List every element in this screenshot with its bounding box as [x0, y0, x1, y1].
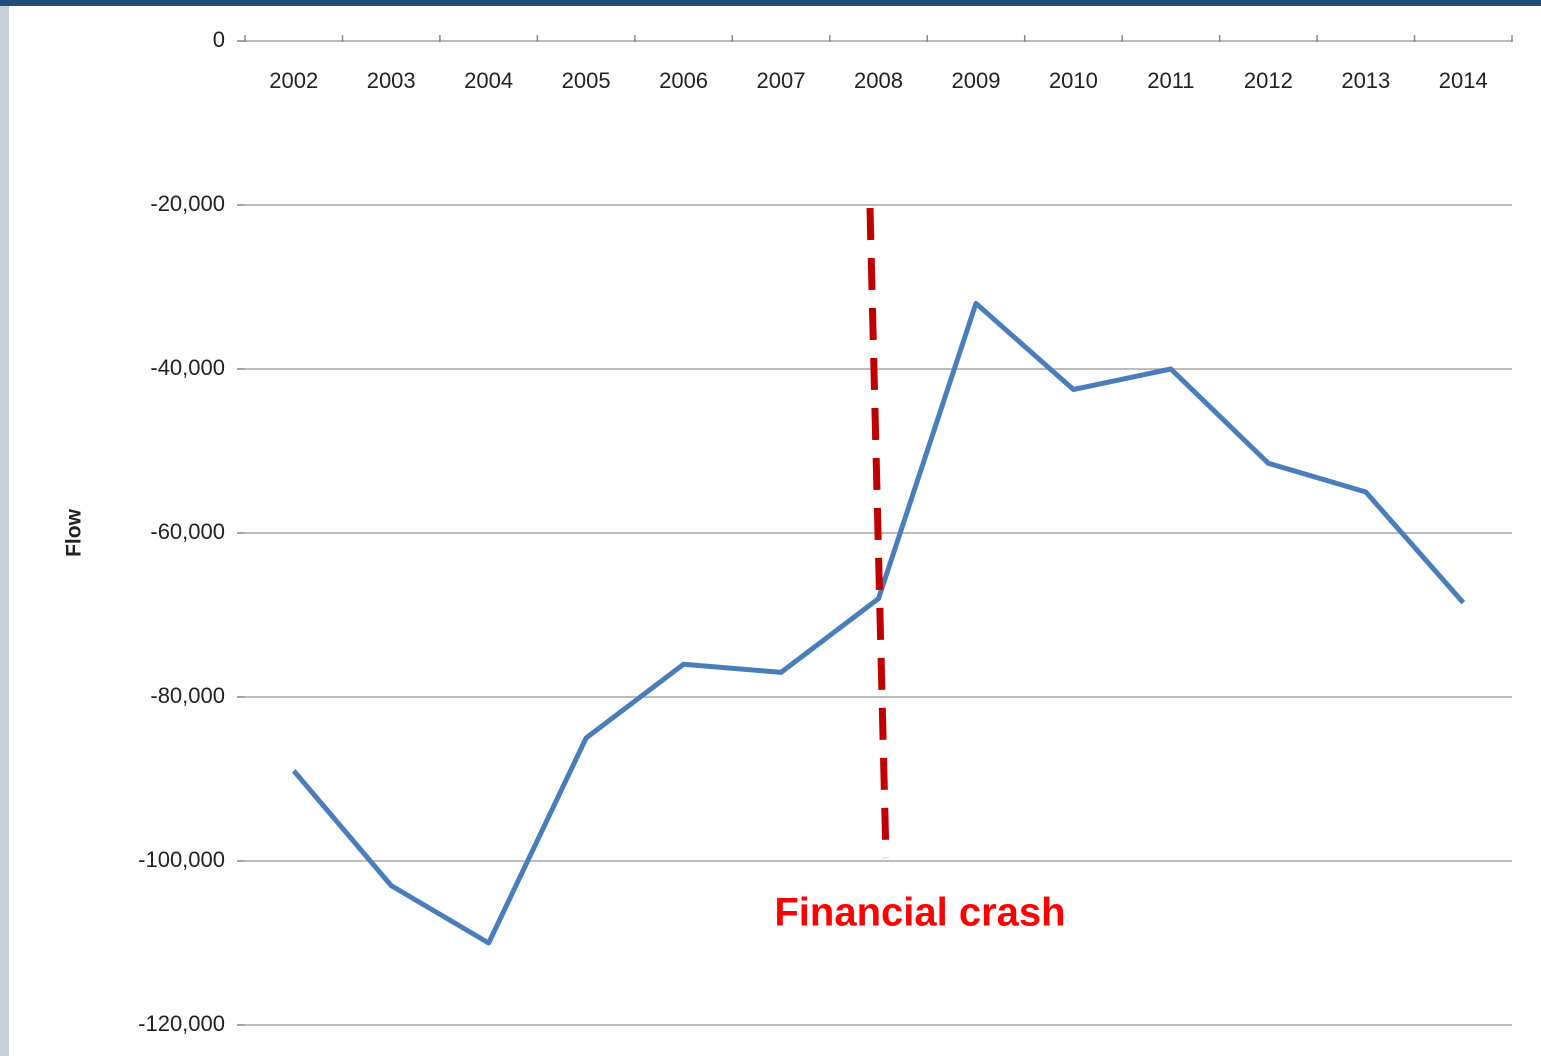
x-tick-label: 2004	[464, 68, 513, 93]
y-tick-label: 0	[213, 27, 225, 52]
x-tick-label: 2008	[854, 68, 903, 93]
crash-marker	[866, 207, 890, 859]
x-tick-label: 2002	[269, 68, 318, 93]
x-tick-label: 2014	[1439, 68, 1488, 93]
x-tick-label: 2006	[659, 68, 708, 93]
x-tick-label: 2010	[1049, 68, 1098, 93]
y-tick-label: -120,000	[138, 1011, 225, 1036]
y-tick-label: -20,000	[150, 191, 225, 216]
y-tick-label: -40,000	[150, 355, 225, 380]
annotation: Financial crash	[774, 891, 1065, 935]
x-tick-label: 2011	[1147, 68, 1194, 93]
x-tick-label: 2005	[562, 68, 611, 93]
y-tick-label: -100,000	[138, 847, 225, 872]
x-tick-label: 2007	[757, 68, 806, 93]
top-border	[0, 0, 1541, 6]
x-tick-label: 2013	[1341, 68, 1390, 93]
y-tick-label: -60,000	[150, 519, 225, 544]
x-tick-label: 2012	[1244, 68, 1293, 93]
y-axis-title: Flow	[63, 508, 86, 556]
y-tick-label: -80,000	[150, 683, 225, 708]
x-tick-label: 2009	[951, 68, 1000, 93]
x-tick-label: 2003	[367, 68, 416, 93]
left-border	[0, 6, 9, 1056]
data-line	[291, 300, 1466, 946]
